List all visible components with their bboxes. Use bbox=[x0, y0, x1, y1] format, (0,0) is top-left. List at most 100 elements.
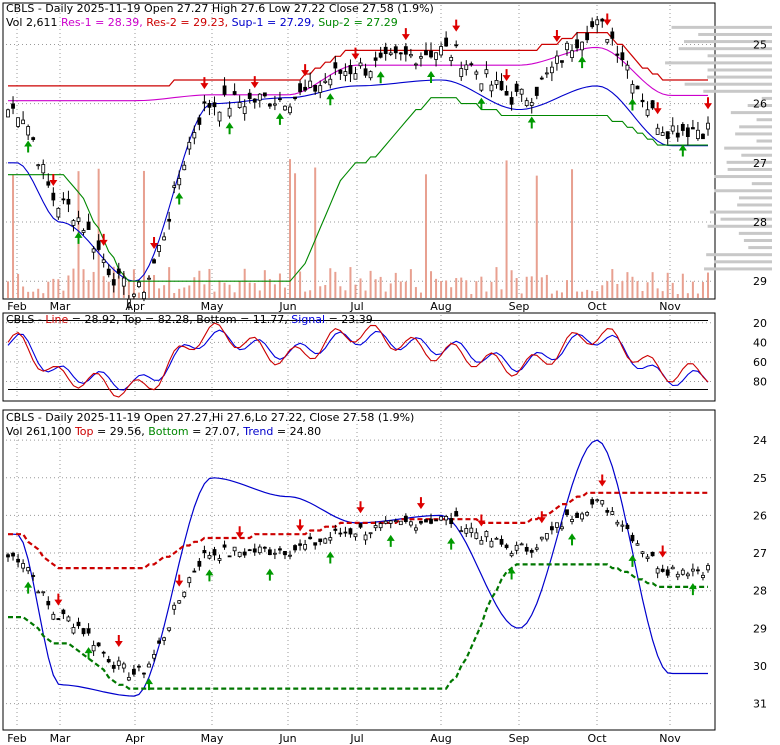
panel3-grid bbox=[6, 412, 712, 728]
price-bar-body bbox=[474, 532, 479, 539]
volume-bar bbox=[107, 281, 110, 298]
price-bar-body bbox=[615, 53, 620, 56]
price-bar-body bbox=[549, 526, 554, 531]
price-bar-body bbox=[625, 524, 630, 530]
price-bar-body bbox=[434, 52, 438, 60]
volume-bar bbox=[137, 292, 140, 298]
price-bar-body bbox=[600, 18, 605, 22]
volume-bar bbox=[304, 291, 307, 298]
volume-bar bbox=[505, 160, 508, 298]
price-bar-body bbox=[192, 132, 197, 139]
price-bar-body bbox=[670, 566, 675, 570]
price-bar-body bbox=[232, 91, 237, 95]
volume-bar bbox=[208, 268, 211, 298]
price-bar-body bbox=[308, 80, 313, 88]
price-bar-body bbox=[665, 131, 670, 139]
volume-profile-bar bbox=[707, 54, 772, 58]
price-bar-body bbox=[630, 534, 635, 542]
price-bar-body bbox=[600, 500, 605, 505]
buy-arrow-icon bbox=[326, 551, 335, 564]
volume-bar bbox=[102, 276, 105, 298]
price-bar-body bbox=[670, 125, 675, 132]
price-bar-body bbox=[11, 103, 15, 109]
volume-bar bbox=[283, 287, 286, 298]
price-bar-body bbox=[91, 645, 96, 652]
volume-bar bbox=[651, 272, 654, 298]
price-bar-body bbox=[469, 527, 474, 533]
price-bar-body bbox=[177, 178, 182, 186]
price-bar-body bbox=[152, 654, 156, 659]
top-level-line bbox=[8, 491, 708, 570]
volume-bar bbox=[67, 275, 70, 298]
volume-bar bbox=[7, 281, 9, 298]
legend-top3: Top bbox=[74, 425, 94, 438]
buy-arrow-icon bbox=[578, 56, 587, 69]
price-bar-body bbox=[696, 569, 700, 572]
volume-bar bbox=[178, 288, 181, 298]
volume-bar bbox=[576, 291, 579, 298]
price-bar-body bbox=[479, 83, 484, 91]
volume-bar bbox=[560, 292, 563, 298]
price-bar-body bbox=[464, 528, 469, 534]
volume-bar bbox=[701, 281, 704, 298]
sell-arrow-icon bbox=[54, 593, 63, 606]
price-bar-body bbox=[690, 568, 695, 572]
price-bar-body bbox=[187, 577, 192, 584]
price-bar-body bbox=[142, 672, 146, 675]
price-bar-body bbox=[348, 65, 353, 75]
price-bar-body bbox=[449, 518, 454, 525]
panel3-signal-arrows bbox=[24, 474, 697, 691]
volume-bar bbox=[72, 268, 75, 298]
price-bar-body bbox=[41, 164, 46, 174]
price-bar-body bbox=[81, 628, 86, 635]
volume-profile-bar bbox=[684, 82, 772, 86]
price-bar-body bbox=[313, 84, 318, 92]
price-bar-body bbox=[333, 62, 338, 69]
volume-bar bbox=[480, 276, 483, 298]
price-bar-body bbox=[308, 536, 313, 540]
y-tick-label: 40 bbox=[753, 336, 767, 349]
price-bar-body bbox=[509, 553, 514, 557]
buy-arrow-icon bbox=[275, 112, 284, 125]
price-bar-body bbox=[650, 551, 655, 557]
volume-bar bbox=[248, 282, 251, 298]
panel1-price-bars bbox=[6, 16, 710, 311]
volume-bar bbox=[626, 272, 629, 298]
buy-arrow-icon bbox=[74, 231, 83, 244]
price-bar-body bbox=[358, 523, 363, 528]
price-bar-body bbox=[197, 117, 202, 125]
price-bar-body bbox=[605, 510, 610, 513]
price-bar-body bbox=[398, 52, 403, 55]
price-bar-body bbox=[660, 132, 665, 136]
price-bar-body bbox=[137, 281, 141, 288]
y-tick-label: 28 bbox=[753, 585, 767, 598]
buy-arrow-icon bbox=[225, 122, 234, 135]
volume-bar bbox=[666, 272, 669, 298]
volume-bar bbox=[646, 282, 649, 298]
volume-bar bbox=[389, 283, 392, 298]
panel1-y-axis: 29 28 27 26 25 bbox=[753, 38, 767, 288]
buy-arrow-icon bbox=[568, 533, 577, 546]
volume-bar bbox=[611, 269, 614, 298]
price-bar-body bbox=[101, 651, 106, 654]
price-bar-body bbox=[41, 591, 46, 594]
price-bar-body bbox=[162, 637, 167, 641]
sell-arrow-icon bbox=[653, 102, 662, 115]
volume-bar bbox=[671, 282, 674, 298]
panel2-legend: CBLS - Line = 28.92, Top = 82.28, Bottom… bbox=[6, 313, 373, 326]
price-bar-body bbox=[167, 627, 172, 631]
legend-top: Top bbox=[122, 313, 142, 326]
sell-arrow-icon bbox=[477, 514, 486, 527]
price-bar-body bbox=[660, 568, 665, 572]
price-bar-body bbox=[81, 230, 86, 233]
price-bar-body bbox=[116, 268, 121, 274]
buy-arrow-icon bbox=[84, 647, 93, 660]
price-bar-body bbox=[237, 102, 242, 108]
price-bar-body bbox=[16, 558, 20, 563]
price-bar-body bbox=[444, 516, 449, 521]
price-bar-body bbox=[655, 127, 660, 135]
volume-bar bbox=[424, 174, 427, 298]
volume-bar bbox=[148, 275, 151, 298]
volume-bar bbox=[17, 273, 20, 298]
price-bar-body bbox=[560, 526, 564, 530]
